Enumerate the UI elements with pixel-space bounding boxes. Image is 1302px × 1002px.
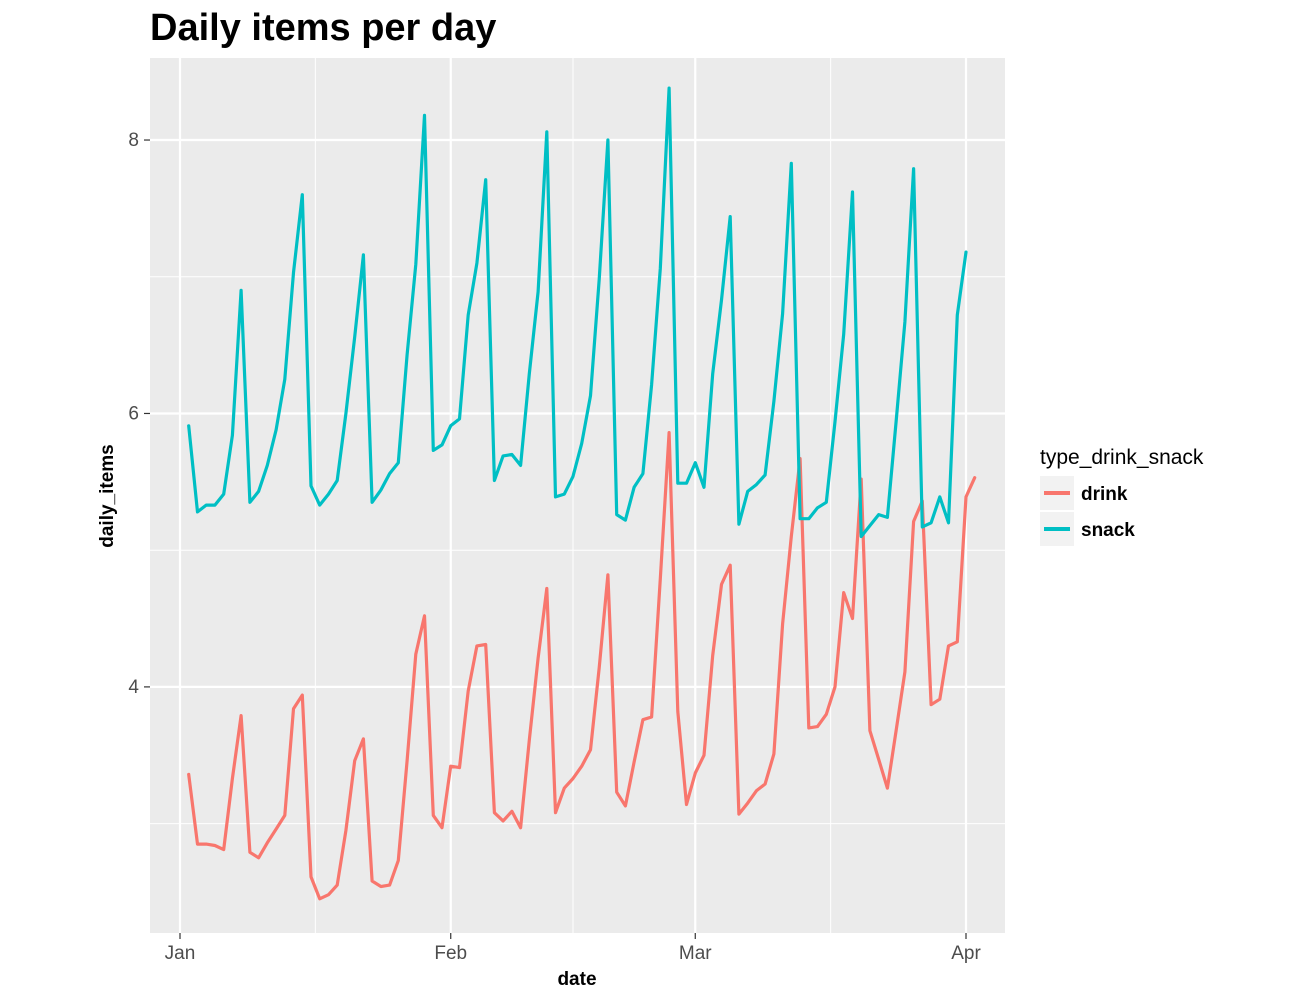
series-line-snack xyxy=(187,86,968,539)
series-line-drink xyxy=(187,431,977,901)
x-tick-label: Apr xyxy=(951,943,981,964)
legend-label-snack: snack xyxy=(1081,520,1135,541)
x-tick-label: Feb xyxy=(434,943,467,964)
y-axis-title: daily_items xyxy=(97,444,118,548)
y-tick-label: 6 xyxy=(128,403,139,424)
x-axis-title: date xyxy=(557,969,596,990)
x-axis: Jan Feb Mar Apr xyxy=(165,933,981,964)
series-layer xyxy=(187,86,977,901)
y-axis: 4 6 8 xyxy=(128,130,150,698)
legend-entries: drink snack xyxy=(1040,476,1135,546)
x-tick-label: Mar xyxy=(679,943,712,964)
y-tick-label: 4 xyxy=(128,677,139,698)
plot-panel xyxy=(150,58,1005,933)
legend-label-drink: drink xyxy=(1081,484,1128,505)
chart-title: Daily items per day xyxy=(150,7,496,49)
legend-title: type_drink_snack xyxy=(1040,446,1204,469)
y-tick-label: 8 xyxy=(128,130,139,151)
x-tick-label: Jan xyxy=(165,943,196,964)
legend: type_drink_snack drink snack xyxy=(1040,446,1204,546)
